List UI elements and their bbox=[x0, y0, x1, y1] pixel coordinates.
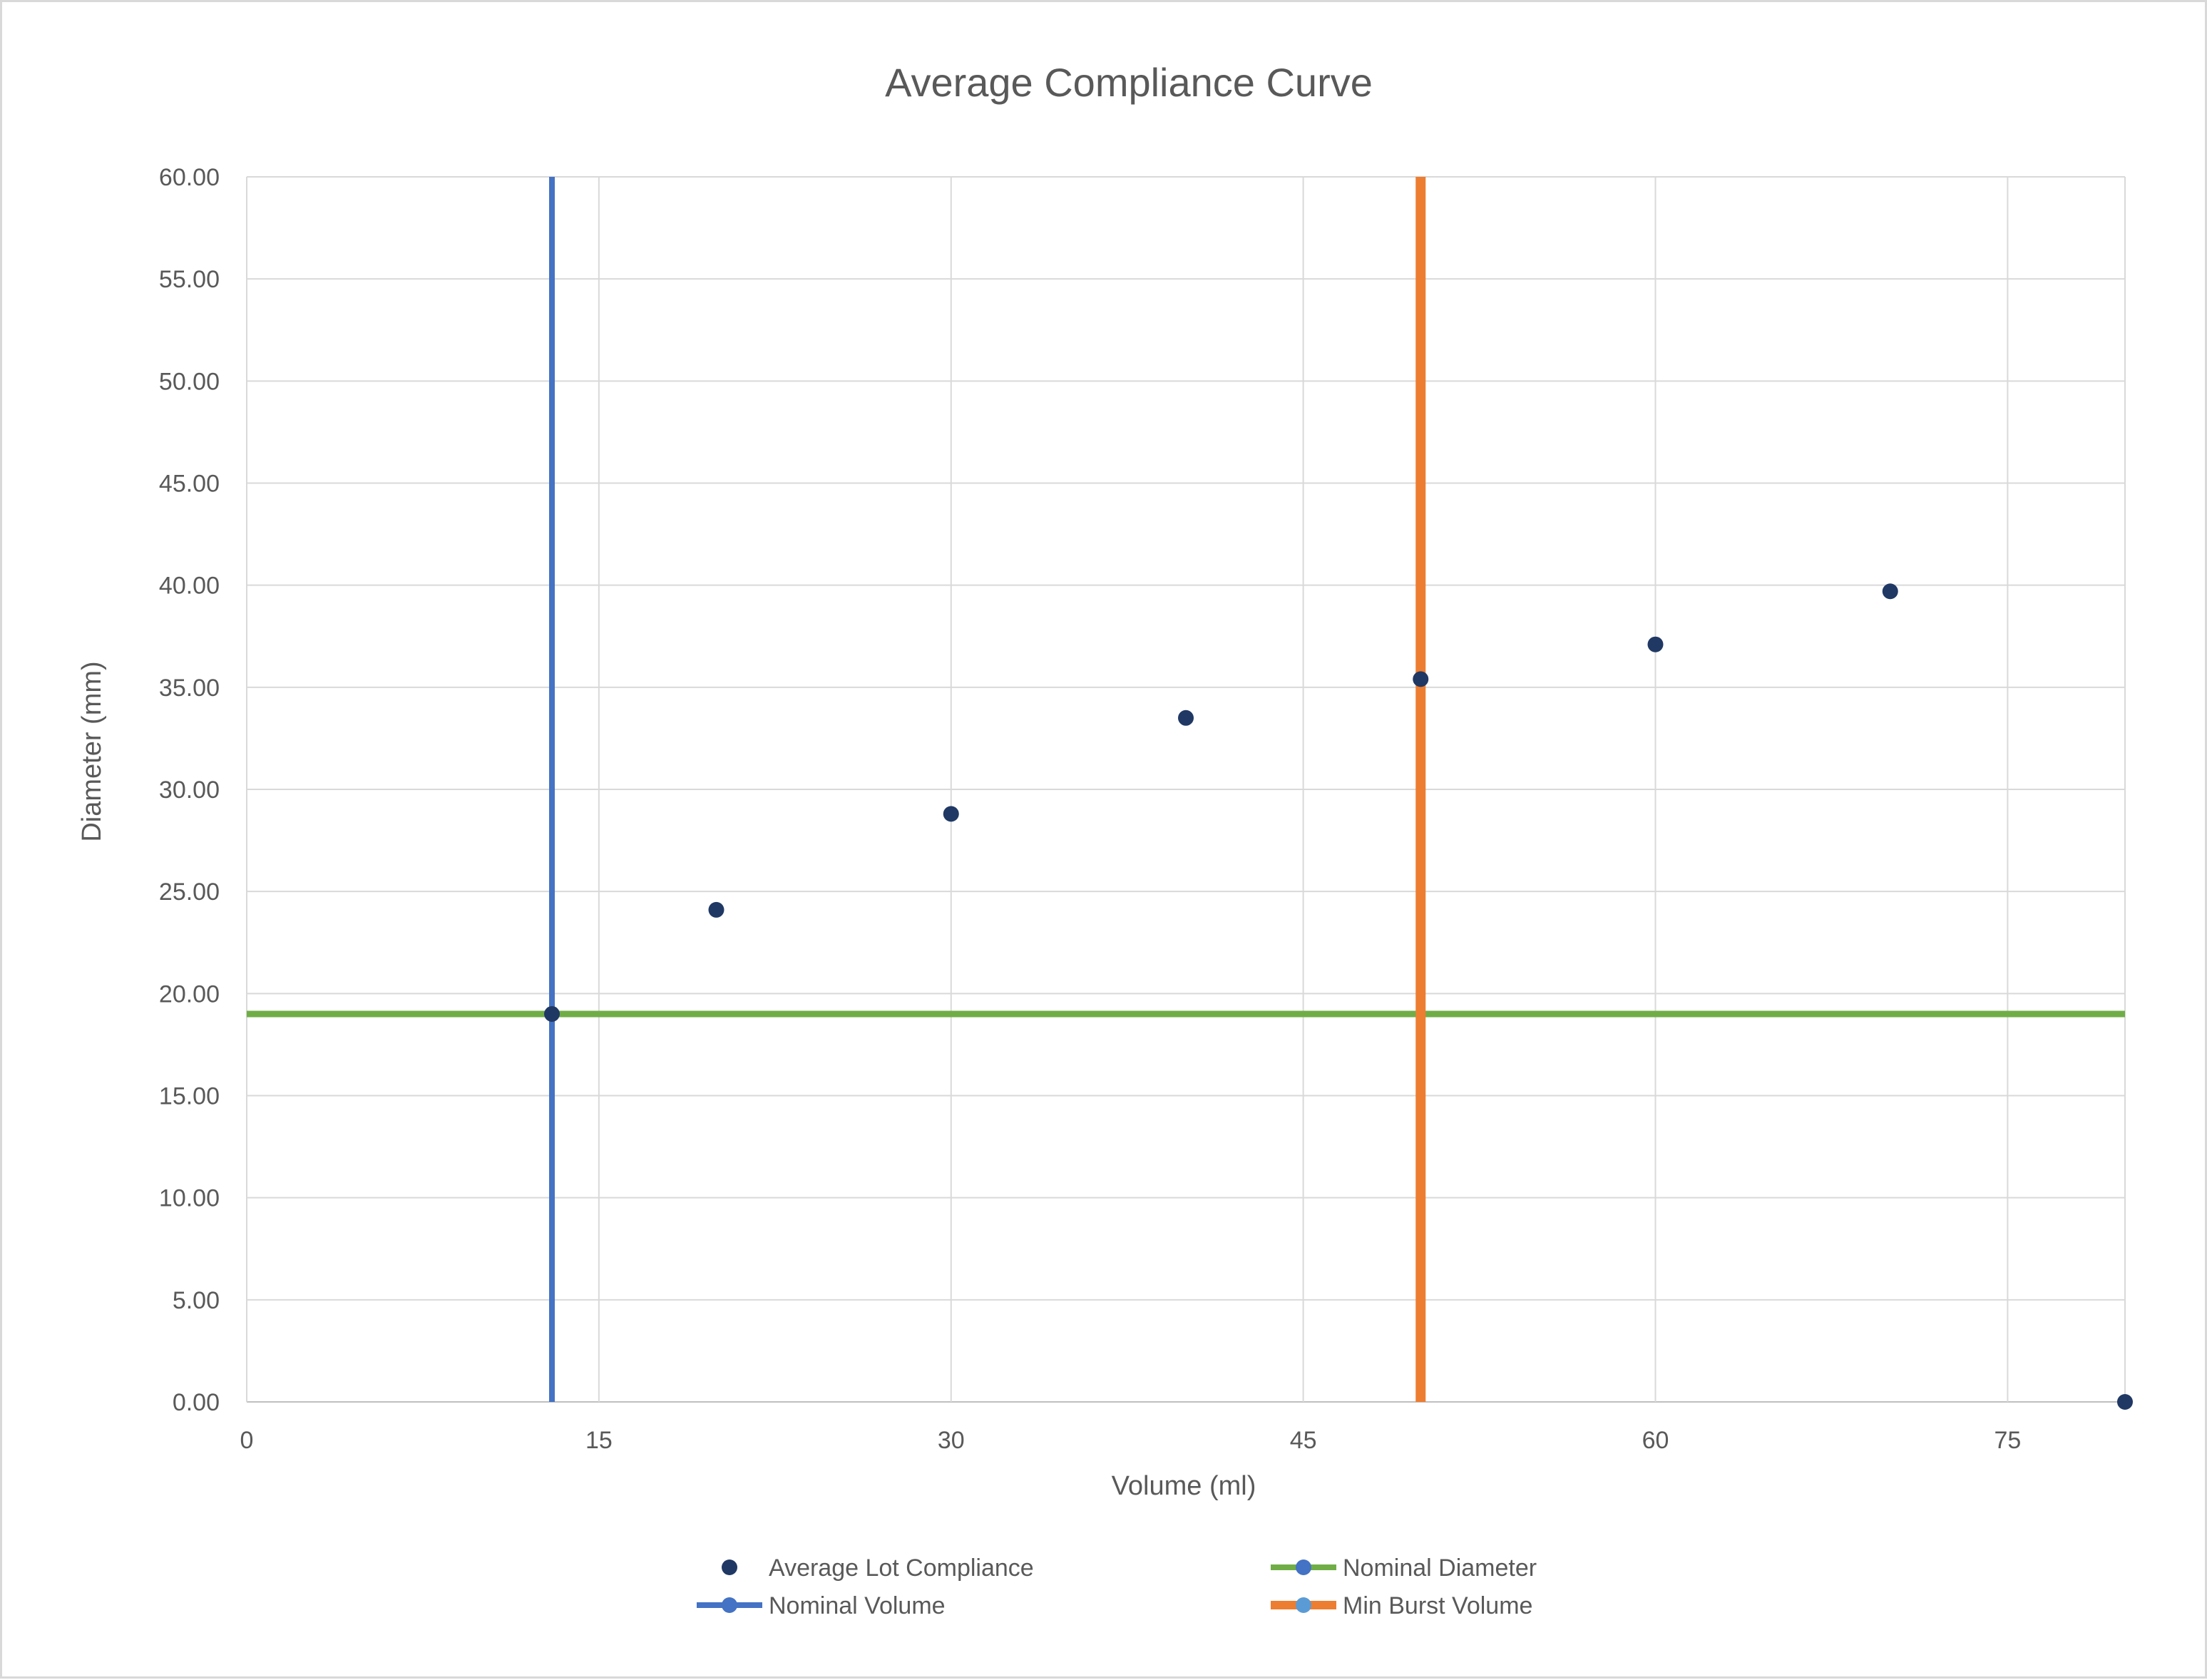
y-tick-label: 45.00 bbox=[159, 471, 220, 498]
legend-item: Average Lot Compliance bbox=[722, 1554, 1034, 1582]
data-point bbox=[708, 901, 724, 918]
y-tick-label: 15.00 bbox=[159, 1083, 220, 1110]
data-point bbox=[943, 806, 959, 822]
x-tick-label: 15 bbox=[585, 1427, 613, 1454]
legend-marker bbox=[1296, 1597, 1311, 1613]
x-tick-label: 0 bbox=[240, 1427, 254, 1454]
legend-label: Average Lot Compliance bbox=[769, 1554, 1034, 1582]
x-tick-label: 75 bbox=[1994, 1427, 2021, 1454]
y-tick-label: 60.00 bbox=[159, 164, 220, 191]
x-tick-label: 45 bbox=[1290, 1427, 1317, 1454]
chart-title: Average Compliance Curve bbox=[885, 60, 1373, 105]
y-tick-label: 0.00 bbox=[173, 1389, 220, 1416]
legend-marker bbox=[1296, 1559, 1311, 1575]
legend-item: Min Burst Volume bbox=[1271, 1592, 1532, 1619]
data-points bbox=[544, 583, 2133, 1410]
data-point bbox=[1413, 671, 1429, 687]
y-tick-label: 55.00 bbox=[159, 266, 220, 293]
data-point bbox=[1647, 636, 1664, 652]
legend-item: Nominal Diameter bbox=[1271, 1554, 1537, 1582]
legend-marker bbox=[722, 1559, 737, 1575]
data-point bbox=[2117, 1394, 2133, 1410]
y-tick-label: 10.00 bbox=[159, 1185, 220, 1212]
x-axis-title: Volume (ml) bbox=[1112, 1471, 1256, 1501]
legend-label: Min Burst Volume bbox=[1343, 1592, 1532, 1619]
y-axis-title: Diameter (mm) bbox=[77, 661, 107, 841]
legend: Average Lot Compliance Nominal Diameter No… bbox=[697, 1554, 1537, 1619]
y-tick-label: 50.00 bbox=[159, 368, 220, 395]
legend-label: Nominal Diameter bbox=[1343, 1554, 1537, 1582]
y-tick-label: 30.00 bbox=[159, 777, 220, 804]
x-tick-label: 30 bbox=[938, 1427, 965, 1454]
y-tick-label: 40.00 bbox=[159, 573, 220, 600]
tick-labels: 0.00 5.00 10.00 15.00 20.00 25.00 30.00 35.00 40… bbox=[159, 164, 2021, 1454]
legend-label: Nominal Volume bbox=[769, 1592, 946, 1619]
y-tick-label: 5.00 bbox=[173, 1287, 220, 1314]
x-tick-label: 60 bbox=[1642, 1427, 1669, 1454]
y-tick-label: 35.00 bbox=[159, 675, 220, 702]
gridlines bbox=[246, 176, 2126, 1403]
y-tick-label: 25.00 bbox=[159, 879, 220, 906]
y-tick-label: 20.00 bbox=[159, 980, 220, 1008]
data-point bbox=[1882, 583, 1898, 600]
legend-marker bbox=[722, 1597, 737, 1613]
data-point bbox=[544, 1005, 560, 1022]
legend-item: Nominal Volume bbox=[697, 1592, 946, 1619]
data-point bbox=[1178, 710, 1194, 726]
